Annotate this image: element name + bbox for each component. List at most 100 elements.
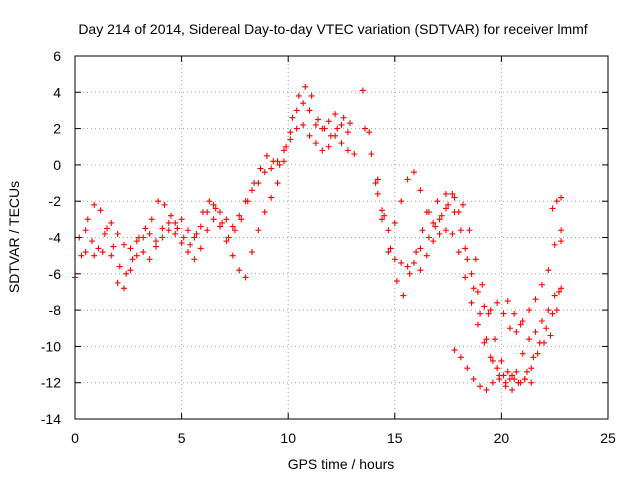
data-point xyxy=(442,190,449,197)
data-point xyxy=(172,219,179,226)
data-point xyxy=(543,325,550,332)
data-point xyxy=(462,274,469,281)
data-point xyxy=(261,169,268,176)
data-point xyxy=(483,386,490,393)
grid xyxy=(75,56,608,419)
data-point xyxy=(268,165,275,172)
data-point xyxy=(372,180,379,187)
data-point xyxy=(558,227,565,234)
data-point xyxy=(487,354,494,361)
data-point xyxy=(500,310,507,317)
data-point xyxy=(78,252,85,259)
data-point xyxy=(417,267,424,274)
data-point xyxy=(366,129,373,136)
data-point xyxy=(153,238,160,245)
data-point xyxy=(140,234,147,241)
x-tick-label: 10 xyxy=(280,430,296,446)
data-point xyxy=(519,317,526,324)
data-point xyxy=(470,376,477,383)
data-point xyxy=(332,111,339,118)
data-point xyxy=(204,227,211,234)
data-point xyxy=(238,216,245,223)
data-point xyxy=(257,165,264,172)
data-point xyxy=(302,83,309,90)
data-point xyxy=(172,230,179,237)
data-point xyxy=(436,230,443,237)
data-point xyxy=(374,176,381,183)
data-point xyxy=(319,125,326,132)
data-point xyxy=(248,187,255,194)
data-point xyxy=(315,116,322,123)
data-point xyxy=(155,198,162,205)
data-point xyxy=(206,198,213,205)
y-tick-label: -10 xyxy=(41,338,61,354)
data-point xyxy=(338,121,345,128)
data-point xyxy=(398,259,405,266)
data-point xyxy=(127,245,134,252)
data-point xyxy=(526,336,533,343)
data-point xyxy=(481,303,488,310)
data-point xyxy=(387,245,394,252)
data-point xyxy=(410,169,417,176)
data-point xyxy=(494,365,501,372)
data-point xyxy=(504,368,511,375)
data-point xyxy=(280,158,287,165)
y-tick-label: 6 xyxy=(53,48,61,64)
data-point xyxy=(174,225,181,232)
data-point xyxy=(451,347,458,354)
data-point xyxy=(148,216,155,223)
data-point xyxy=(159,234,166,241)
data-point xyxy=(553,198,560,205)
data-point xyxy=(534,350,541,357)
y-tick-label: -8 xyxy=(49,302,62,318)
data-point xyxy=(553,307,560,314)
data-point xyxy=(319,147,326,154)
data-point xyxy=(121,241,128,248)
data-point xyxy=(481,339,488,346)
data-point xyxy=(223,238,230,245)
data-point xyxy=(159,225,166,232)
data-point xyxy=(97,207,104,214)
data-point xyxy=(133,252,140,259)
y-tick-labels: -14 -12 -10 -8 -6 -4 -2 0 2 4 6 xyxy=(41,48,61,427)
data-point xyxy=(229,252,236,259)
data-point xyxy=(551,241,558,248)
data-point xyxy=(474,288,481,295)
data-point xyxy=(268,194,275,201)
data-point xyxy=(391,219,398,226)
data-point xyxy=(287,129,294,136)
data-point xyxy=(332,132,339,139)
data-point xyxy=(449,230,456,237)
data-point xyxy=(519,350,526,357)
data-point xyxy=(114,230,121,237)
data-point xyxy=(532,296,539,303)
data-point xyxy=(419,227,426,234)
data-point xyxy=(325,118,332,125)
data-point xyxy=(528,365,535,372)
data-point xyxy=(283,143,290,150)
data-point xyxy=(413,249,420,256)
data-point xyxy=(430,219,437,226)
data-point xyxy=(477,383,484,390)
data-point xyxy=(91,252,98,259)
y-tick-label: -14 xyxy=(41,411,61,427)
y-tick-label: 2 xyxy=(53,121,61,137)
data-point xyxy=(178,239,185,246)
data-point xyxy=(197,245,204,252)
y-tick-label: 0 xyxy=(53,157,61,173)
data-point xyxy=(293,107,300,114)
data-point xyxy=(400,292,407,299)
data-point xyxy=(287,136,294,143)
data-point xyxy=(103,225,110,232)
data-point xyxy=(89,238,96,245)
data-point xyxy=(338,140,345,147)
chart-title: Day 214 of 2014, Sidereal Day-to-day VTE… xyxy=(78,21,587,37)
data-point xyxy=(295,92,302,99)
data-point xyxy=(464,256,471,263)
data-point xyxy=(509,386,516,393)
data-point xyxy=(108,219,115,226)
data-point xyxy=(223,216,230,223)
series-outlier xyxy=(359,87,366,94)
axis-ticks xyxy=(74,55,609,420)
data-point xyxy=(161,201,168,208)
